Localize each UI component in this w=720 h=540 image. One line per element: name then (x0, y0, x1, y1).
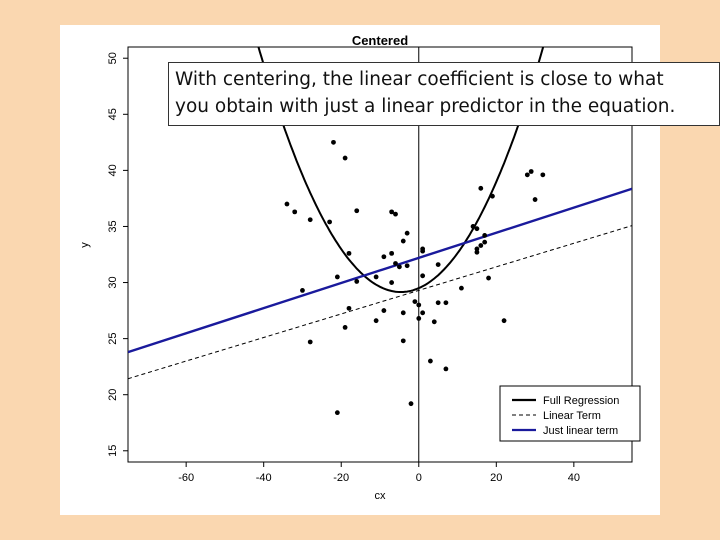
callout-line-1: With centering, the linear coefficient i… (175, 69, 664, 90)
data-point (354, 279, 360, 284)
data-point (528, 169, 534, 174)
legend-label: Full Regression (543, 395, 619, 407)
data-point (474, 246, 480, 252)
data-point (284, 201, 290, 207)
data-point (393, 211, 398, 217)
data-point (381, 308, 387, 313)
y-tick-label: 20 (107, 389, 119, 401)
y-tick-label: 40 (107, 164, 119, 176)
data-point (396, 264, 402, 270)
data-point (416, 302, 422, 308)
data-point (400, 338, 406, 344)
data-point (389, 209, 395, 215)
data-point (373, 274, 379, 280)
data-point (431, 319, 437, 325)
data-point (420, 273, 426, 279)
data-point (381, 254, 387, 260)
data-point (342, 155, 348, 161)
data-point (412, 299, 418, 305)
y-tick-label: 45 (107, 108, 119, 120)
data-point (334, 274, 340, 280)
data-point (435, 300, 441, 306)
data-point (404, 263, 410, 269)
linear-term-line (128, 225, 632, 380)
data-point (393, 261, 398, 266)
data-point (478, 185, 484, 191)
x-axis-label: cx (375, 490, 387, 502)
plot-frame (127, 46, 633, 463)
data-point (389, 280, 395, 285)
data-point (354, 208, 360, 214)
data-point (474, 226, 480, 232)
data-point (532, 197, 538, 202)
y-tick-label: 35 (107, 220, 119, 232)
data-point (459, 285, 464, 291)
data-point (490, 193, 495, 199)
data-point (346, 305, 352, 311)
data-point (482, 239, 488, 245)
data-point (408, 401, 414, 407)
data-point (307, 217, 313, 223)
x-tick-label: 40 (568, 472, 580, 484)
y-tick-label: 15 (107, 445, 119, 457)
y-tick-label: 25 (107, 332, 119, 344)
y-tick-label: 50 (107, 52, 119, 64)
data-point (482, 233, 488, 238)
data-point (346, 250, 352, 256)
data-point (292, 209, 298, 215)
callout-line-2: you obtain with just a linear predictor … (175, 96, 676, 117)
y-axis-label: y (79, 242, 91, 248)
data-point (400, 310, 406, 316)
data-point (331, 139, 336, 145)
data-point (416, 316, 422, 321)
x-tick-label: 20 (490, 472, 502, 484)
data-point (373, 318, 379, 324)
data-point (420, 310, 426, 316)
data-point (404, 230, 410, 236)
data-point (327, 219, 332, 225)
callout-box: With centering, the linear coefficient i… (168, 62, 720, 126)
data-point (428, 358, 433, 364)
x-tick-label: -40 (256, 472, 272, 484)
x-tick-label: 0 (416, 472, 422, 484)
y-tick-label: 30 (107, 276, 119, 288)
just-linear-term-line (128, 187, 632, 354)
data-point (540, 172, 546, 178)
data-point (307, 339, 313, 345)
data-point (443, 300, 449, 306)
data-point (420, 248, 426, 254)
data-point (470, 224, 476, 229)
data-point (400, 238, 406, 244)
data-point (486, 275, 491, 281)
data-point (443, 366, 449, 372)
data-point (501, 318, 507, 324)
x-tick-label: -60 (178, 472, 194, 484)
x-tick-label: -20 (333, 472, 349, 484)
data-point (478, 243, 484, 248)
data-point (342, 325, 348, 330)
data-point (524, 172, 530, 178)
legend-label: Linear Term (543, 410, 601, 422)
data-point (334, 410, 340, 416)
legend-label: Just linear term (543, 425, 618, 437)
full-regression-curve (257, 47, 545, 293)
data-point (389, 250, 395, 256)
chart-title: Centered (352, 33, 408, 48)
data-point (435, 262, 441, 267)
data-point (474, 249, 480, 255)
data-point (300, 287, 305, 293)
scatter-chart: Centered -60 -40 -20 0 20 401520253035404550 … (79, 33, 641, 502)
legend: Full Regression Linear Term Just linear te… (499, 385, 641, 442)
